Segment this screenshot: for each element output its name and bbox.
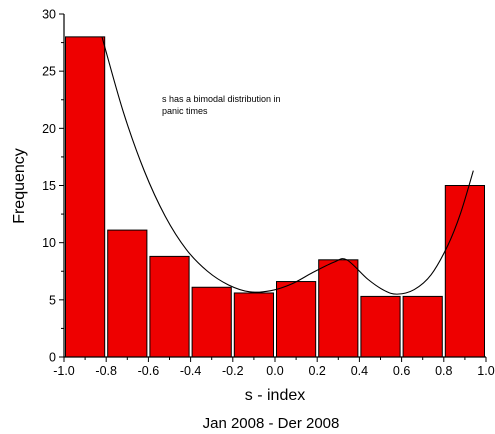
x-axis-title: s - index — [245, 387, 305, 404]
y-tick-label-4: 20 — [42, 122, 56, 136]
x-tick-label-3: -0.4 — [180, 364, 202, 378]
x-tick-label-4: -0.2 — [222, 364, 244, 378]
x-tick-label-7: 0.4 — [351, 364, 368, 378]
bar-5 — [276, 281, 317, 358]
fit-curve — [101, 36, 474, 295]
y-tick-label-1: 5 — [49, 293, 56, 307]
x-tick-label-5: 0.0 — [266, 364, 283, 378]
period-subtitle: Jan 2008 - Der 2008 — [203, 415, 340, 432]
bar-1 — [107, 229, 148, 358]
annotation-line-2: panic times — [162, 106, 208, 116]
bar-7 — [360, 295, 401, 358]
bar-8 — [402, 295, 443, 358]
bar-0 — [65, 36, 106, 358]
annotation-line-1: s has a bimodal distribution in — [162, 94, 281, 104]
ticks-group: -1.0 -0.8 -0.6 -0.4 -0.2 0.0 0.2 0.4 0.6 0.8 1.0 0 5… — [42, 8, 495, 379]
x-tick-label-2: -0.6 — [138, 364, 160, 378]
bar-4 — [233, 292, 275, 358]
y-axis-title: Frequency — [11, 148, 28, 224]
bars-group — [65, 36, 485, 358]
x-tick-label-9: 0.8 — [435, 364, 452, 378]
bar-9 — [444, 185, 485, 358]
y-tick-label-2: 10 — [42, 236, 56, 250]
bar-3 — [191, 286, 232, 358]
bar-6 — [318, 259, 359, 358]
x-tick-label-8: 0.6 — [393, 364, 410, 378]
x-tick-label-10: 1.0 — [477, 364, 494, 378]
y-tick-label-0: 0 — [49, 351, 56, 365]
bar-2 — [149, 255, 190, 358]
y-tick-label-6: 30 — [42, 8, 56, 22]
y-tick-label-3: 15 — [42, 179, 56, 193]
y-tick-label-5: 25 — [42, 65, 56, 79]
x-tick-label-6: 0.2 — [309, 364, 326, 378]
x-tick-label-0: -1.0 — [53, 364, 75, 378]
x-tick-label-1: -0.8 — [95, 364, 117, 378]
